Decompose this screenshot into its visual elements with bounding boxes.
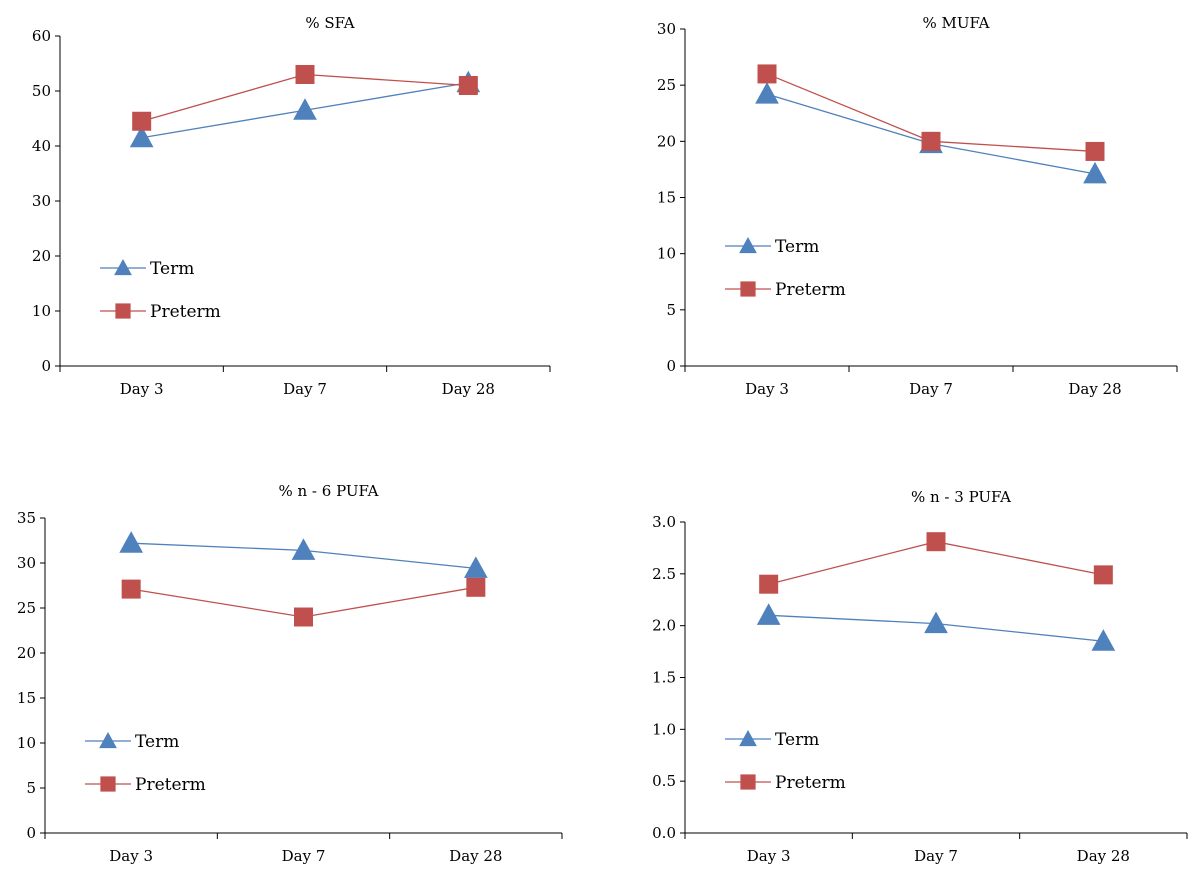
data-point-term: [756, 603, 781, 625]
x-tick-label: Day 28: [1068, 380, 1121, 398]
chart-title: % n - 3 PUFA: [911, 488, 1011, 506]
x-tick-label: Day 7: [914, 847, 958, 865]
y-tick-label: 10: [17, 734, 36, 752]
y-tick-label: 25: [657, 76, 676, 94]
legend-marker-preterm: [740, 774, 756, 790]
y-tick-label: 10: [32, 302, 51, 320]
legend-marker-term: [99, 731, 117, 749]
data-point-preterm: [294, 607, 313, 627]
y-tick-label: 20: [17, 644, 36, 662]
chart-panel-4: % n - 3 PUFA 0.0 0.5 1.0 1.5 2.0 2.5 3.0 Day 3 Da…: [652, 488, 1188, 865]
data-point-preterm: [757, 64, 777, 84]
y-tick-label: 2.5: [652, 565, 676, 583]
y-tick-label: 5: [666, 301, 676, 319]
data-point-preterm: [1085, 141, 1105, 161]
y-tick-label: 1.5: [652, 669, 676, 687]
y-tick-label: 10: [657, 245, 676, 263]
legend-label-preterm: Preterm: [775, 773, 846, 793]
data-point-term: [293, 98, 317, 120]
legend-marker-preterm: [100, 776, 116, 792]
y-tick-label: 0: [26, 824, 36, 842]
y-tick-label: 0.0: [652, 824, 676, 842]
x-tick-label: Day 3: [120, 380, 164, 398]
chart-title: % n - 6 PUFA: [278, 482, 378, 500]
y-tick-label: 35: [17, 509, 36, 527]
y-tick-label: 2.0: [652, 617, 676, 635]
x-tick-label: Day 7: [909, 380, 953, 398]
y-tick-label: 30: [657, 20, 676, 38]
data-point-preterm: [759, 574, 779, 594]
y-tick-label: 0.5: [652, 772, 676, 790]
legend-label-preterm: Preterm: [135, 775, 206, 795]
x-tick-label: Day 3: [109, 847, 153, 865]
y-tick-label: 15: [17, 689, 36, 707]
x-tick-label: Day 28: [1077, 847, 1130, 865]
data-point-term: [291, 538, 316, 560]
legend-label-term: Term: [135, 732, 179, 752]
chart-panel-2: % MUFA 0 5 10 15 20 25 30 Day 3 Day 7 Day 28 Term Pr…: [657, 14, 1178, 398]
y-tick-label: 30: [17, 554, 36, 572]
legend-marker-preterm: [740, 281, 756, 297]
legend-marker-term: [739, 729, 757, 747]
y-tick-label: 5: [26, 779, 36, 797]
legend-label-preterm: Preterm: [775, 280, 846, 300]
legend-marker-term: [114, 258, 132, 276]
data-point-term: [755, 82, 779, 104]
data-point-term: [129, 125, 154, 148]
legend-label-term: Term: [775, 237, 819, 257]
y-tick-label: 15: [657, 189, 676, 207]
y-tick-label: 20: [657, 132, 676, 150]
y-tick-label: 60: [32, 27, 51, 45]
data-point-term: [463, 556, 488, 578]
y-tick-label: 1.0: [652, 720, 676, 738]
data-point-preterm: [921, 131, 941, 151]
x-tick-label: Day 28: [449, 847, 502, 865]
y-tick-label: 3.0: [652, 513, 676, 531]
chart-panel-1: % SFA 0 10 20 30 40 50 60 Day 3 Day 7 Day 28 Term Pr…: [32, 14, 551, 398]
x-tick-label: Day 7: [283, 380, 327, 398]
y-tick-label: 0: [666, 357, 676, 375]
data-point-term: [924, 611, 948, 634]
x-tick-label: Day 28: [442, 380, 495, 398]
legend-label-term: Term: [150, 259, 194, 279]
data-point-preterm: [132, 111, 152, 131]
y-tick-label: 30: [32, 192, 51, 210]
legend-label-preterm: Preterm: [150, 302, 221, 322]
data-point-preterm: [458, 76, 478, 95]
y-tick-label: 40: [32, 137, 51, 155]
chart-panel-3: % n - 6 PUFA 0 5 10 15 20 25 30 35 Day 3 Day 7 Day …: [17, 482, 563, 865]
data-point-term: [119, 531, 144, 553]
legend-marker-preterm: [115, 303, 131, 319]
x-tick-label: Day 3: [745, 380, 789, 398]
data-point-preterm: [466, 577, 486, 597]
data-point-preterm: [121, 579, 141, 599]
data-point-preterm: [295, 65, 315, 84]
x-tick-label: Day 7: [282, 847, 326, 865]
chart-title: % MUFA: [923, 14, 990, 32]
legend-marker-term: [739, 236, 757, 254]
x-tick-label: Day 3: [747, 847, 791, 865]
y-tick-label: 20: [32, 247, 51, 265]
data-point-term: [1083, 161, 1107, 184]
y-tick-label: 0: [41, 357, 51, 375]
data-point-preterm: [1093, 565, 1113, 585]
data-point-term: [1091, 629, 1116, 651]
y-tick-label: 50: [32, 82, 51, 100]
y-tick-label: 25: [17, 599, 36, 617]
legend-label-term: Term: [775, 730, 819, 750]
data-point-preterm: [926, 532, 946, 552]
chart-title: % SFA: [305, 14, 354, 32]
